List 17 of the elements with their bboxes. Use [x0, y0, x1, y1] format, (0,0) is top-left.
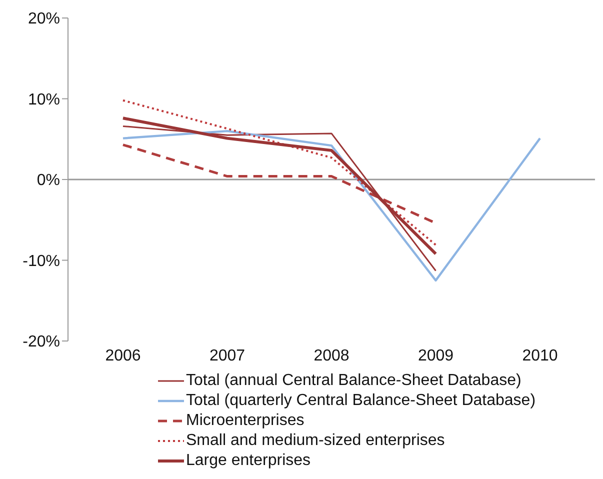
legend-label: Small and medium-sized enterprises [186, 432, 445, 450]
x-tick-label: 2010 [522, 347, 558, 364]
legend-label: Large enterprises [186, 452, 311, 470]
x-tick-label: 2008 [314, 347, 350, 364]
x-tick-label: 2007 [209, 347, 246, 364]
line-series [122, 130, 542, 282]
legend-label: Microenterprises [186, 412, 304, 430]
y-tick-label: -10% [22, 252, 60, 270]
y-tick-label: 0% [36, 172, 60, 190]
x-tick-label: 2006 [105, 347, 141, 364]
x-tick-label: 2009 [418, 347, 454, 364]
y-tick-label: 10% [28, 91, 60, 108]
legend-label: Total (annual Central Balance-Sheet Database) [186, 372, 522, 390]
y-tick-label: -20% [22, 334, 60, 351]
y-tick-label: 20% [28, 10, 60, 28]
legend-label: Total (quarterly Central Balance-Sheet Database) [186, 392, 536, 410]
line-series [122, 99, 437, 246]
